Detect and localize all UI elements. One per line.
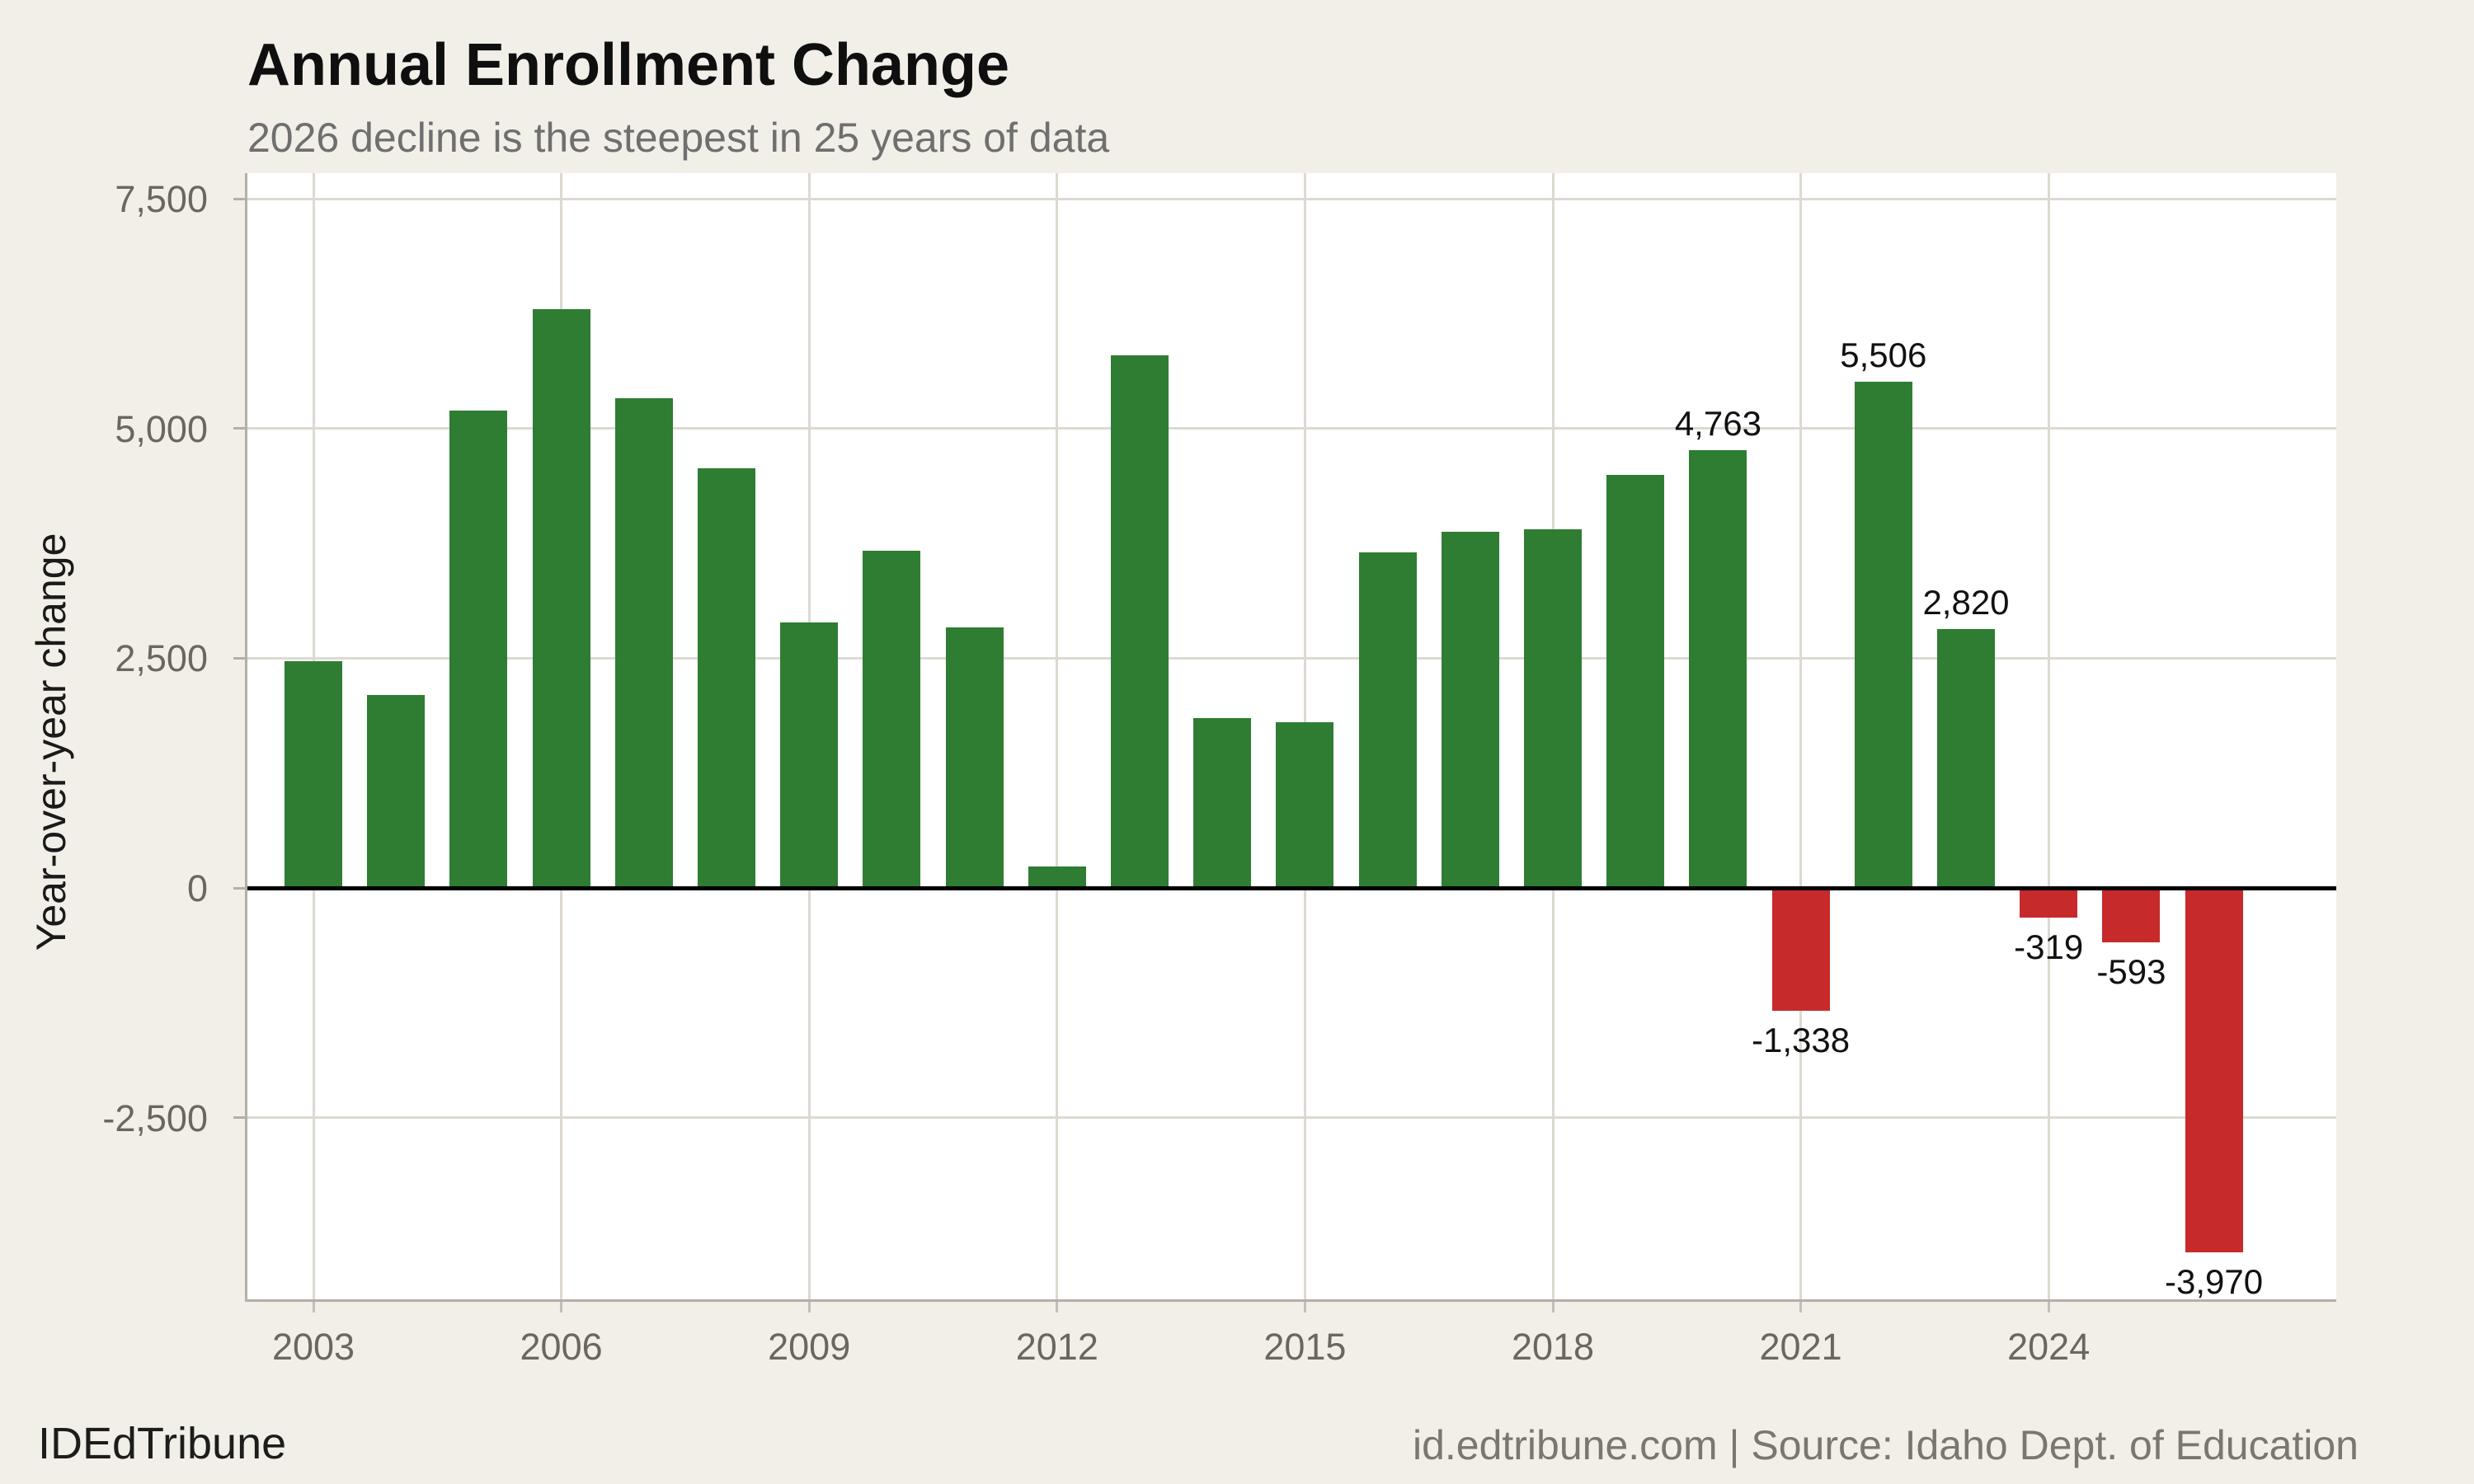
y-tick-mark--2500	[233, 1116, 246, 1120]
bar-value-label-2021: -1,338	[1752, 1021, 1851, 1060]
x-gridline-2021	[1799, 173, 1803, 1299]
x-tick-label-2018: 2018	[1511, 1326, 1595, 1368]
y-tick-label-2500: 2,500	[115, 637, 208, 680]
x-tick-label-2003: 2003	[271, 1326, 355, 1368]
bar-2003	[285, 660, 342, 890]
bar-2011	[945, 627, 1004, 890]
x-tick-label-2015: 2015	[1263, 1326, 1347, 1368]
bar-2026	[2185, 888, 2243, 1253]
y-tick-mark-0	[233, 886, 246, 890]
y-gridline-5000	[247, 427, 2336, 430]
x-tick-label-2024: 2024	[2007, 1326, 2091, 1368]
bar-2024	[2020, 888, 2078, 918]
y-axis-spine	[245, 173, 247, 1302]
bar-2023	[1937, 628, 1995, 890]
bar-2014	[1193, 717, 1252, 890]
x-tick-label-2012: 2012	[1015, 1326, 1098, 1368]
x-tick-mark-2003	[312, 1299, 315, 1313]
x-tick-mark-2015	[1303, 1299, 1306, 1313]
bar-2020	[1689, 450, 1747, 890]
y-gridline-2500	[247, 656, 2336, 660]
y-tick-label-5000: 5,000	[115, 407, 208, 450]
y-tick-label-0: 0	[186, 867, 208, 909]
y-tick-label--2500: -2,500	[102, 1097, 208, 1139]
bar-2013	[1111, 355, 1169, 890]
bar-2021	[1771, 888, 1830, 1012]
x-axis-spine	[245, 1299, 2336, 1302]
bar-2007	[614, 398, 673, 890]
bar-2025	[2102, 888, 2161, 943]
bar-2004	[367, 694, 426, 890]
bar-2016	[1358, 552, 1417, 890]
x-tick-mark-2009	[807, 1299, 811, 1313]
bar-2012	[1028, 866, 1086, 890]
bar-2005	[449, 410, 508, 890]
bar-2010	[863, 551, 921, 890]
bar-2018	[1524, 529, 1582, 890]
y-gridline-7500	[247, 197, 2336, 200]
zero-line	[247, 885, 2336, 890]
x-tick-label-2006: 2006	[520, 1326, 603, 1368]
chart-title: Annual Enrollment Change	[247, 32, 1010, 98]
x-gridline-2012	[1056, 173, 1059, 1299]
bar-2009	[780, 622, 839, 890]
x-tick-label-2009: 2009	[768, 1326, 851, 1368]
bar-value-label-2020: 4,763	[1674, 404, 1761, 444]
bar-value-label-2022: 5,506	[1840, 336, 1927, 375]
x-tick-mark-2021	[1799, 1299, 1803, 1313]
x-tick-mark-2018	[1551, 1299, 1554, 1313]
bar-2022	[1854, 382, 1912, 890]
footer-source-attribution: id.edtribune.com | Source: Idaho Dept. o…	[1412, 1422, 2359, 1468]
bar-value-label-2023: 2,820	[1922, 582, 2010, 622]
y-tick-mark-5000	[233, 427, 246, 430]
bar-2015	[1276, 722, 1334, 890]
bar-2017	[1441, 531, 1499, 890]
y-tick-mark-7500	[233, 197, 246, 200]
bar-value-label-2024: -319	[2014, 927, 2084, 966]
x-tick-mark-2024	[2047, 1299, 2050, 1313]
x-gridline-2024	[2047, 173, 2050, 1299]
bar-value-label-2026: -3,970	[2165, 1262, 2264, 1302]
footer-brand: IDEdTribune	[38, 1419, 287, 1468]
y-tick-label-7500: 7,500	[115, 178, 208, 221]
x-tick-mark-2006	[560, 1299, 563, 1313]
bar-2019	[1606, 474, 1665, 890]
x-tick-mark-2012	[1056, 1299, 1059, 1313]
x-tick-label-2021: 2021	[1759, 1326, 1842, 1368]
bar-2006	[532, 308, 590, 890]
chart-subtitle: 2026 decline is the steepest in 25 years…	[247, 115, 1110, 161]
y-tick-mark-2500	[233, 656, 246, 660]
y-gridline--2500	[247, 1116, 2336, 1120]
bar-value-label-2025: -593	[2096, 952, 2166, 992]
bar-2008	[698, 467, 755, 890]
